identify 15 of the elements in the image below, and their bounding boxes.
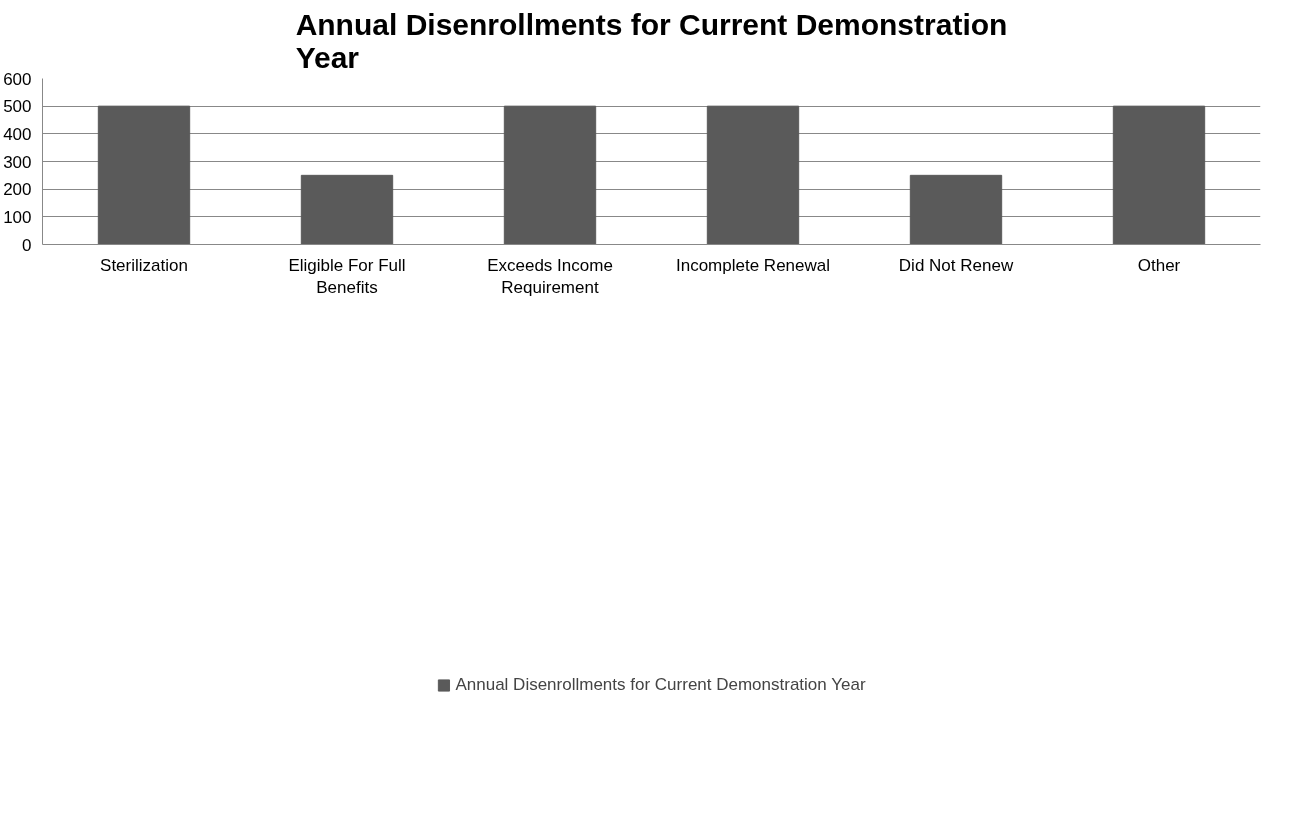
y-tick-label: 500 bbox=[3, 97, 32, 117]
x-tick-label: Did Not Renew bbox=[898, 255, 1014, 275]
y-tick-label: 400 bbox=[3, 124, 32, 144]
x-tick-label: Incomplete Renewal bbox=[675, 255, 831, 275]
legend-label: Annual Disenrollments for Current Demonstration Year bbox=[455, 675, 866, 695]
y-tick-label: 100 bbox=[3, 207, 32, 227]
y-tick-label: 200 bbox=[3, 180, 32, 200]
x-tick-label: Sterilization bbox=[100, 255, 188, 275]
y-tick-label: 600 bbox=[3, 69, 32, 89]
x-tick-label: Eligible For Full Benefits bbox=[288, 255, 406, 298]
x-tick-label: Exceeds Income Requirement bbox=[487, 255, 613, 298]
y-tick-label: 0 bbox=[22, 235, 32, 255]
x-tick-label: Other bbox=[1137, 255, 1181, 275]
y-tick-label: 300 bbox=[3, 152, 32, 172]
chart-title: Annual Disenrollments for Current Demonstration Year bbox=[295, 7, 1008, 74]
